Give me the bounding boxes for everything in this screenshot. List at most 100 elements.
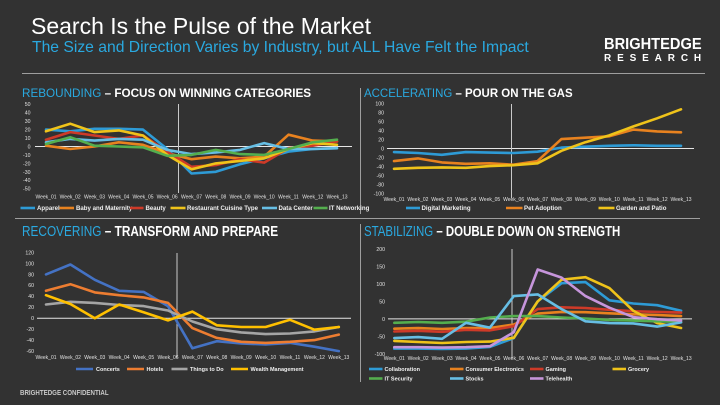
svg-text:Week_13: Week_13 — [326, 194, 347, 200]
svg-text:Week_05: Week_05 — [479, 197, 500, 203]
svg-text:40: 40 — [25, 111, 31, 117]
svg-text:Week_13: Week_13 — [328, 355, 349, 361]
svg-text:20: 20 — [25, 128, 31, 134]
svg-text:Week_09: Week_09 — [231, 355, 252, 361]
svg-text:Week_04: Week_04 — [109, 355, 130, 361]
svg-text:Collaboration: Collaboration — [385, 367, 421, 373]
svg-text:Week_02: Week_02 — [60, 355, 81, 361]
svg-text:-20: -20 — [27, 327, 35, 333]
svg-text:Week_04: Week_04 — [455, 197, 476, 203]
svg-text:Things to Do: Things to Do — [190, 367, 224, 373]
svg-text:Week_05: Week_05 — [132, 194, 153, 200]
svg-text:0: 0 — [382, 317, 385, 323]
svg-text:Wealth Management: Wealth Management — [251, 367, 304, 373]
svg-text:120: 120 — [25, 250, 34, 256]
svg-text:200: 200 — [376, 247, 385, 253]
svg-text:100: 100 — [375, 101, 384, 107]
svg-text:Week_11: Week_11 — [280, 355, 301, 361]
svg-text:Week_12: Week_12 — [304, 355, 325, 361]
svg-text:30: 30 — [25, 119, 31, 125]
svg-text:60: 60 — [28, 283, 34, 289]
svg-text:-50: -50 — [23, 187, 31, 193]
svg-text:60: 60 — [378, 119, 384, 125]
svg-text:Week_08: Week_08 — [551, 356, 572, 362]
svg-text:0: 0 — [381, 146, 384, 152]
svg-text:-20: -20 — [377, 155, 385, 161]
svg-text:Week_02: Week_02 — [408, 356, 429, 362]
svg-text:Week_10: Week_10 — [254, 194, 275, 200]
svg-text:Week_04: Week_04 — [455, 356, 476, 362]
svg-text:Data Center: Data Center — [279, 205, 314, 212]
svg-text:Week_02: Week_02 — [60, 194, 81, 200]
svg-text:Week_09: Week_09 — [575, 356, 596, 362]
svg-text:Week_07: Week_07 — [181, 194, 202, 200]
svg-text:IT Networking: IT Networking — [329, 205, 370, 212]
svg-text:Week_02: Week_02 — [407, 197, 428, 203]
svg-text:Week_03: Week_03 — [84, 355, 105, 361]
svg-text:40: 40 — [378, 128, 384, 134]
svg-text:Week_07: Week_07 — [527, 197, 548, 203]
svg-text:Week_06: Week_06 — [503, 356, 524, 362]
svg-text:Week_01: Week_01 — [383, 197, 404, 203]
svg-text:40: 40 — [28, 294, 34, 300]
svg-text:50: 50 — [379, 299, 385, 305]
svg-text:Consumer Electronics: Consumer Electronics — [466, 367, 524, 373]
svg-text:Week_13: Week_13 — [671, 356, 692, 362]
svg-text:-20: -20 — [23, 161, 31, 167]
svg-text:Week_12: Week_12 — [647, 197, 668, 203]
svg-text:100: 100 — [376, 282, 385, 288]
svg-text:IT Security: IT Security — [385, 377, 414, 383]
svg-text:Week_06: Week_06 — [157, 194, 178, 200]
svg-text:Hotels: Hotels — [147, 367, 164, 373]
svg-text:80: 80 — [378, 110, 384, 116]
svg-text:Week_12: Week_12 — [647, 356, 668, 362]
svg-text:20: 20 — [378, 137, 384, 143]
svg-text:Baby and Maternity: Baby and Maternity — [76, 205, 133, 212]
svg-text:Grocery: Grocery — [628, 367, 650, 373]
svg-text:Week_08: Week_08 — [551, 197, 572, 203]
svg-text:Pet Adoption: Pet Adoption — [524, 205, 562, 212]
svg-text:Week_11: Week_11 — [278, 194, 299, 200]
svg-text:Week_01: Week_01 — [35, 355, 56, 361]
svg-text:Week_03: Week_03 — [84, 194, 105, 200]
svg-text:-100: -100 — [375, 352, 385, 358]
svg-text:-80: -80 — [377, 182, 385, 188]
svg-text:Week_10: Week_10 — [599, 197, 620, 203]
svg-text:-50: -50 — [378, 334, 386, 340]
svg-text:Week_07: Week_07 — [182, 355, 203, 361]
svg-text:Week_03: Week_03 — [432, 356, 453, 362]
svg-text:Week_01: Week_01 — [35, 194, 56, 200]
svg-text:Stocks: Stocks — [466, 377, 484, 383]
svg-text:Telehealth: Telehealth — [546, 377, 573, 383]
svg-text:Week_01: Week_01 — [384, 356, 405, 362]
svg-text:Apparel: Apparel — [37, 205, 60, 212]
svg-text:Week_10: Week_10 — [599, 356, 620, 362]
svg-text:Week_09: Week_09 — [229, 194, 250, 200]
svg-text:Beauty: Beauty — [146, 205, 167, 212]
svg-text:Week_12: Week_12 — [302, 194, 323, 200]
svg-text:Concerts: Concerts — [96, 367, 120, 373]
svg-text:0: 0 — [31, 316, 34, 322]
svg-text:-60: -60 — [27, 349, 35, 355]
svg-text:80: 80 — [28, 272, 34, 278]
svg-text:Week_06: Week_06 — [157, 355, 178, 361]
svg-text:Week_13: Week_13 — [670, 197, 691, 203]
svg-text:-40: -40 — [377, 164, 385, 170]
svg-text:Gaming: Gaming — [546, 367, 566, 373]
svg-text:150: 150 — [376, 264, 385, 270]
svg-text:Week_04: Week_04 — [108, 194, 129, 200]
svg-text:-40: -40 — [27, 338, 35, 344]
svg-text:50: 50 — [25, 102, 31, 108]
svg-text:Week_10: Week_10 — [255, 355, 276, 361]
svg-text:100: 100 — [25, 261, 34, 267]
svg-text:Restaurant Cuisine Type: Restaurant Cuisine Type — [187, 205, 259, 212]
svg-text:Digital Marketing: Digital Marketing — [422, 205, 471, 212]
svg-text:-10: -10 — [23, 153, 31, 159]
svg-text:Week_03: Week_03 — [431, 197, 452, 203]
svg-text:-40: -40 — [23, 178, 31, 184]
svg-text:20: 20 — [28, 305, 34, 311]
svg-text:10: 10 — [25, 136, 31, 142]
svg-text:Week_11: Week_11 — [623, 356, 644, 362]
svg-text:Week_08: Week_08 — [206, 355, 227, 361]
svg-text:-60: -60 — [377, 173, 385, 179]
